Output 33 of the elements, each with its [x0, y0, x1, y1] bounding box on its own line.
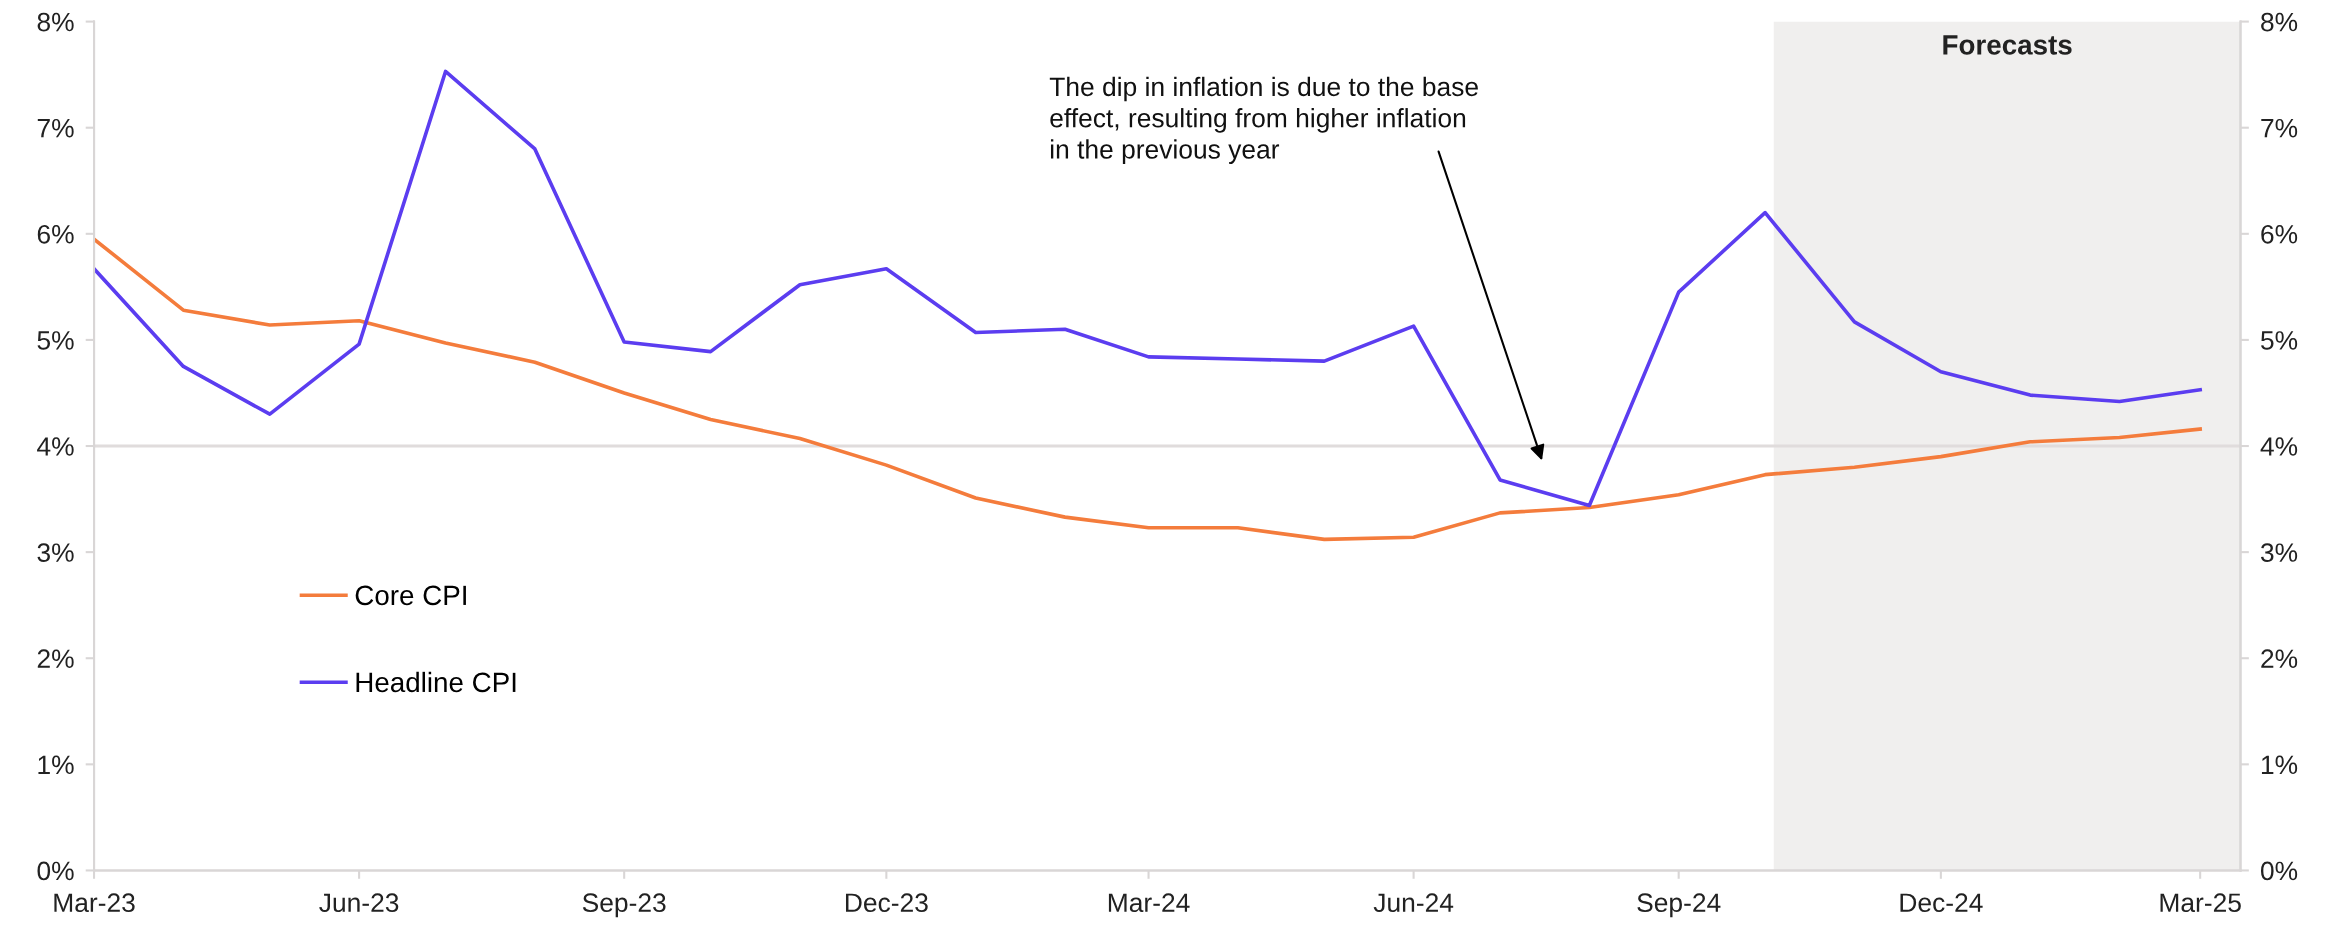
x-tick-label: Mar-25	[2160, 893, 2241, 913]
y-tick-label: 8%	[37, 12, 74, 32]
x-tick-label: Jun-24	[1373, 893, 1454, 913]
x-tick-label: Dec-24	[1900, 893, 1983, 913]
y-tick-label: 7%	[37, 118, 74, 138]
y-tick-label: 6%	[37, 224, 74, 244]
x-tick-label: Jun-23	[319, 893, 399, 913]
line-series	[94, 69, 2202, 508]
y2-tick-label: 1%	[2261, 755, 2298, 775]
legend-label: Headline CPI	[356, 671, 516, 693]
y2-tick-label: 6%	[2261, 224, 2298, 244]
y-tick-label: 5%	[37, 331, 74, 350]
y2-tick-label: 7%	[2261, 118, 2298, 138]
x-tick-label: Mar-24	[1108, 893, 1190, 913]
band-label: Forecasts	[1943, 35, 2072, 55]
legend-label: Core CPI	[355, 585, 466, 606]
y2-tick-label: 2%	[2261, 649, 2298, 668]
y2-tick-label: 5%	[2261, 331, 2298, 350]
y2-tick-label: 8%	[2261, 12, 2298, 32]
y2-tick-label: 3%	[2260, 543, 2298, 562]
y2-tick-label: 0%	[2260, 861, 2298, 881]
annotation: The dip in inflation is due to the base effect, resulting from higher inflation in the previous year	[1049, 76, 1478, 164]
x-tick-label: Dec-23	[845, 893, 928, 913]
y-tick-label: 4%	[37, 437, 74, 456]
x-tick-label: Mar-23	[54, 893, 135, 913]
x-tick-label: Sep-23	[582, 893, 666, 918]
y-tick-label: 2%	[37, 649, 74, 668]
x-tick-label: Sep-24	[1637, 893, 1721, 918]
line-series	[94, 237, 2202, 542]
y-tick-label: 1%	[38, 755, 74, 775]
y-tick-label: 0%	[37, 861, 74, 881]
y-tick-label: 3%	[37, 543, 74, 562]
y2-tick-label: 4%	[2260, 437, 2298, 456]
